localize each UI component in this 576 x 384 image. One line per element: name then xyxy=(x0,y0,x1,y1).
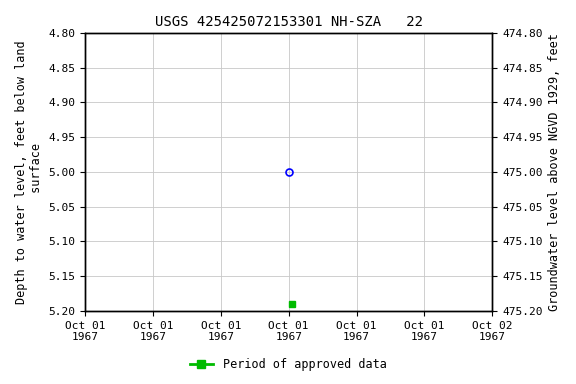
Legend: Period of approved data: Period of approved data xyxy=(185,354,391,376)
Y-axis label: Groundwater level above NGVD 1929, feet: Groundwater level above NGVD 1929, feet xyxy=(548,33,561,311)
Y-axis label: Depth to water level, feet below land
 surface: Depth to water level, feet below land su… xyxy=(15,40,43,304)
Title: USGS 425425072153301 NH-SZA   22: USGS 425425072153301 NH-SZA 22 xyxy=(155,15,423,29)
